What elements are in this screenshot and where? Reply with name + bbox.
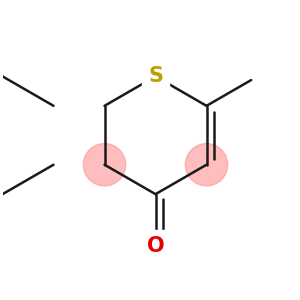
Circle shape: [185, 144, 228, 186]
Text: O: O: [147, 236, 164, 256]
Text: S: S: [148, 66, 163, 86]
Circle shape: [83, 144, 126, 186]
